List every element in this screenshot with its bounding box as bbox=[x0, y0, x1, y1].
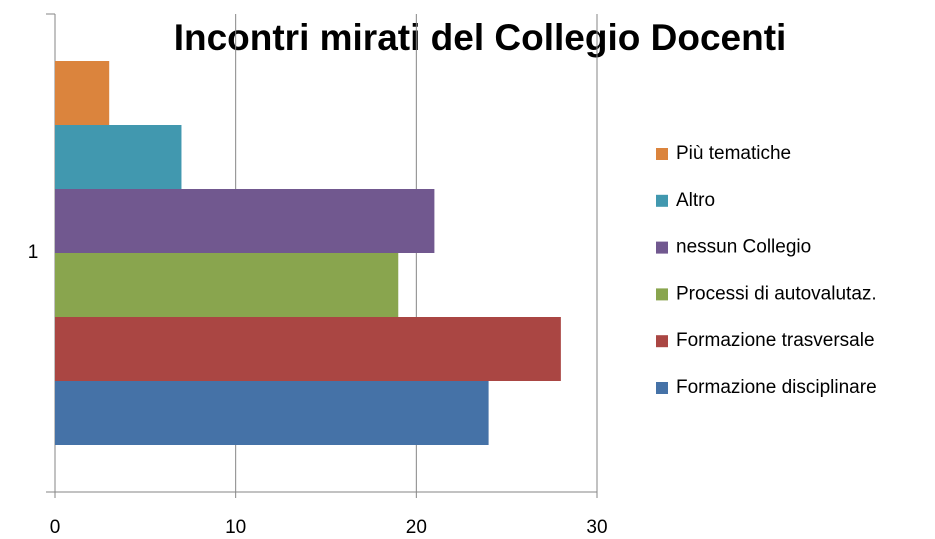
legend-label: Formazione disciplinare bbox=[676, 377, 877, 398]
legend-swatch bbox=[656, 194, 668, 207]
bar bbox=[55, 61, 110, 125]
legend-label: Altro bbox=[676, 190, 715, 211]
bar bbox=[55, 189, 435, 253]
bar bbox=[55, 125, 182, 189]
legend-swatch bbox=[656, 335, 668, 348]
bar bbox=[55, 381, 489, 445]
legend-swatch bbox=[656, 382, 668, 394]
chart-title: Incontri mirati del Collegio Docenti bbox=[174, 17, 787, 58]
x-tick-label: 20 bbox=[406, 517, 427, 538]
legend-label: nessun Collegio bbox=[676, 237, 811, 258]
legend-swatch bbox=[656, 241, 668, 254]
y-tick-label: 1 bbox=[28, 242, 39, 263]
x-tick-label: 0 bbox=[50, 517, 61, 538]
bar bbox=[55, 253, 399, 317]
legend-label: Più tematiche bbox=[676, 143, 791, 164]
legend-label: Formazione trasversale bbox=[676, 330, 875, 351]
x-tick-label: 30 bbox=[586, 517, 607, 538]
bar bbox=[55, 317, 561, 381]
x-tick-label: 10 bbox=[225, 517, 246, 538]
legend-swatch bbox=[656, 288, 668, 301]
legend-swatch bbox=[656, 148, 668, 160]
legend-label: Processi di autovalutaz. bbox=[676, 283, 877, 304]
